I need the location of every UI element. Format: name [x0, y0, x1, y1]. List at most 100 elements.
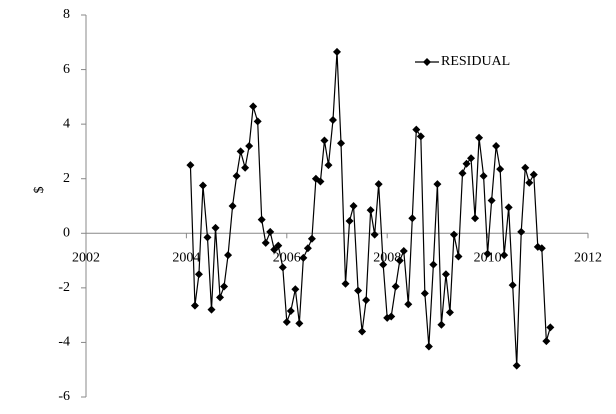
point-marker: [324, 161, 333, 170]
point-marker: [203, 233, 212, 242]
point-marker: [416, 132, 425, 141]
point-marker: [395, 256, 404, 265]
point-marker: [496, 165, 505, 174]
legend-label: RESIDUAL: [441, 54, 510, 69]
point-marker: [211, 223, 220, 232]
point-marker: [429, 260, 438, 269]
y-tick-label: 2: [63, 171, 70, 186]
point-marker: [186, 161, 195, 170]
point-marker: [437, 320, 446, 329]
point-marker: [190, 301, 199, 310]
point-marker: [270, 245, 279, 254]
x-tick-label: 2006: [273, 251, 301, 266]
point-marker: [433, 180, 442, 189]
y-tick-label: 8: [63, 7, 70, 22]
y-tick-label: -6: [58, 389, 70, 404]
point-marker: [445, 308, 454, 317]
point-marker: [471, 214, 480, 223]
legend-marker: [423, 58, 431, 66]
point-marker: [286, 307, 295, 316]
point-marker: [337, 139, 346, 148]
point-marker: [424, 342, 433, 351]
point-marker: [198, 181, 207, 190]
point-marker: [228, 202, 237, 210]
point-marker: [454, 252, 463, 261]
point-marker: [449, 230, 458, 239]
point-marker: [257, 215, 266, 224]
point-marker: [512, 361, 521, 370]
point-marker: [345, 217, 354, 226]
point-marker: [521, 163, 530, 172]
y-axis-label: $: [32, 187, 47, 194]
point-marker: [236, 147, 245, 156]
point-marker: [458, 169, 467, 178]
point-marker: [467, 154, 476, 163]
x-tick-label: 2002: [72, 251, 100, 266]
point-marker: [525, 178, 534, 187]
x-tick-label: 2008: [373, 251, 401, 266]
point-marker: [216, 293, 225, 302]
point-marker: [362, 296, 371, 305]
point-marker: [500, 251, 509, 260]
point-marker: [508, 281, 517, 290]
point-marker: [316, 177, 325, 186]
point-marker: [408, 214, 417, 223]
point-marker: [542, 337, 551, 346]
point-marker: [341, 279, 350, 288]
point-marker: [399, 247, 408, 256]
point-marker: [404, 300, 413, 309]
x-tick-label: 2004: [172, 251, 200, 266]
point-marker: [374, 180, 383, 189]
point-marker: [529, 170, 538, 179]
point-marker: [261, 238, 270, 247]
point-marker: [194, 270, 203, 279]
y-tick-label: -4: [58, 335, 70, 350]
point-marker: [307, 234, 316, 243]
point-marker: [483, 249, 492, 258]
point-marker: [299, 253, 308, 262]
point-marker: [517, 227, 526, 236]
point-marker: [504, 203, 513, 212]
point-marker: [492, 141, 501, 150]
x-tick-label: 2012: [574, 251, 602, 266]
point-marker: [354, 286, 363, 295]
point-marker: [420, 289, 429, 298]
point-marker: [333, 47, 341, 56]
point-marker: [487, 196, 496, 205]
point-marker: [232, 171, 241, 180]
point-marker: [479, 171, 488, 180]
point-marker: [274, 241, 283, 250]
point-marker: [249, 102, 258, 111]
point-marker: [391, 282, 400, 291]
point-marker: [366, 206, 375, 215]
point-marker: [537, 244, 546, 253]
point-marker: [320, 136, 329, 145]
point-marker: [253, 117, 262, 126]
point-marker: [295, 319, 304, 328]
point-marker: [303, 244, 312, 253]
point-marker: [266, 227, 275, 236]
point-marker: [412, 125, 421, 134]
point-marker: [291, 285, 300, 294]
point-marker: [278, 263, 287, 272]
point-marker: [475, 133, 484, 142]
point-marker: [328, 116, 337, 125]
point-marker: [245, 141, 254, 150]
point-marker: [349, 202, 358, 210]
point-marker: [220, 282, 229, 291]
y-tick-label: 6: [63, 62, 70, 77]
point-marker: [379, 260, 388, 269]
point-marker: [358, 327, 367, 336]
x-tick-label: 2010: [474, 251, 502, 266]
point-marker: [241, 163, 250, 172]
point-marker: [441, 270, 450, 279]
point-marker: [546, 323, 555, 332]
y-tick-label: -2: [58, 280, 70, 295]
y-tick-label: 4: [63, 116, 70, 131]
point-marker: [207, 305, 216, 314]
point-marker: [387, 312, 396, 321]
point-marker: [370, 230, 379, 239]
y-tick-label: 0: [63, 226, 70, 241]
point-marker: [462, 159, 471, 168]
